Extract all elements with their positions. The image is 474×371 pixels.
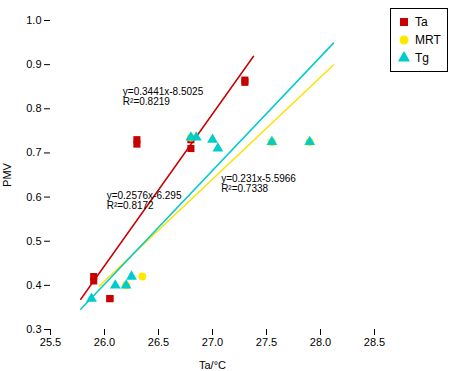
svg-text:Ta/°C: Ta/°C bbox=[199, 359, 226, 371]
svg-text:27.0: 27.0 bbox=[202, 336, 223, 348]
svg-text:25.5: 25.5 bbox=[40, 336, 61, 348]
svg-text:28.0: 28.0 bbox=[310, 336, 331, 348]
svg-text:y=0.3441x-8.5025R²=0.8219: y=0.3441x-8.5025R²=0.8219 bbox=[123, 86, 204, 107]
html-text:Ta: Ta bbox=[415, 15, 428, 29]
html-text:MRT: MRT bbox=[415, 33, 441, 47]
svg-text:0.7: 0.7 bbox=[26, 146, 41, 158]
svg-text:26.0: 26.0 bbox=[94, 336, 115, 348]
svg-text:0.8: 0.8 bbox=[26, 102, 41, 114]
svg-text:0.4: 0.4 bbox=[26, 279, 41, 291]
svg-text:y=0.231x-5.5966R²=0.7338: y=0.231x-5.5966R²=0.7338 bbox=[221, 173, 296, 194]
svg-text:0.3: 0.3 bbox=[26, 323, 41, 335]
svg-text:26.5: 26.5 bbox=[148, 336, 169, 348]
svg-text:0.9: 0.9 bbox=[26, 58, 41, 70]
svg-text:1.0: 1.0 bbox=[26, 14, 41, 26]
svg-text:27.5: 27.5 bbox=[256, 336, 277, 348]
svg-text:y=0.2576x-6.295R²=0.8172: y=0.2576x-6.295R²=0.8172 bbox=[107, 190, 182, 211]
svg-text:0.5: 0.5 bbox=[26, 235, 41, 247]
svg-text:0.6: 0.6 bbox=[26, 191, 41, 203]
svg-text:28.5: 28.5 bbox=[364, 336, 385, 348]
html-text:Tg: Tg bbox=[415, 51, 429, 65]
svg-text:PMV: PMV bbox=[1, 162, 13, 187]
